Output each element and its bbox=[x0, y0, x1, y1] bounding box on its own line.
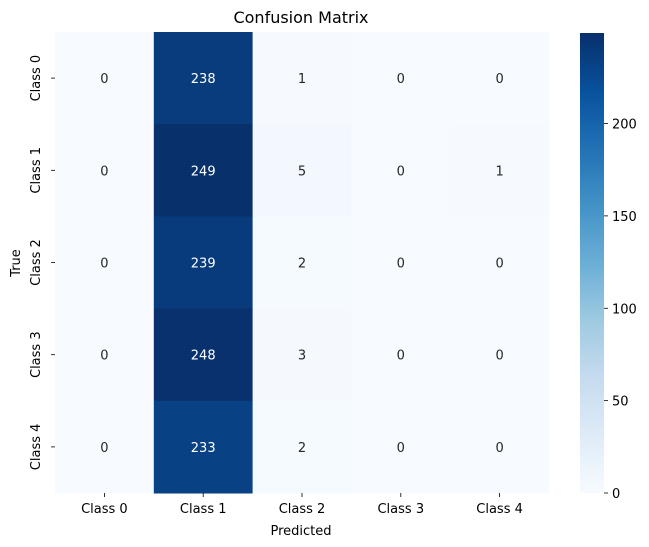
colorbar-ticks: 0 50 100 150 200 bbox=[604, 118, 637, 502]
y-tick-label: Class 2 bbox=[29, 239, 44, 286]
heatmap-cell bbox=[55, 400, 155, 494]
cell-value-label: 0 bbox=[100, 441, 108, 456]
cell-value-label: 0 bbox=[397, 164, 405, 179]
y-tick-label: Class 0 bbox=[29, 55, 44, 102]
heatmap-cell bbox=[450, 124, 550, 217]
heatmap-cell bbox=[351, 124, 451, 217]
heatmap-cell bbox=[55, 308, 155, 402]
x-tick-label: Class 1 bbox=[180, 502, 227, 517]
cell-value-label: 233 bbox=[191, 441, 216, 456]
cell-value-label: 3 bbox=[298, 349, 306, 364]
cell-value-label: 239 bbox=[191, 257, 216, 272]
colorbar bbox=[580, 33, 604, 493]
heatmap-cell bbox=[351, 32, 451, 125]
heatmap-cell bbox=[55, 124, 155, 217]
heatmap-cell bbox=[450, 216, 550, 310]
y-axis-ticks: Class 0 Class 1 Class 2 Class 3 Class 4 bbox=[29, 55, 55, 470]
heatmap-cell bbox=[153, 308, 254, 402]
colorbar-tick-label: 50 bbox=[612, 395, 629, 410]
x-tick-label: Class 2 bbox=[279, 502, 326, 517]
cell-value-label: 0 bbox=[100, 257, 108, 272]
cell-value-label: 0 bbox=[397, 257, 405, 272]
y-tick-label: Class 1 bbox=[29, 147, 44, 194]
y-axis-label: True bbox=[9, 249, 24, 278]
heatmap-cell bbox=[252, 216, 352, 310]
cell-value-label: 0 bbox=[100, 164, 108, 179]
colorbar-tick-label: 150 bbox=[612, 210, 637, 225]
heatmap-cell bbox=[252, 124, 352, 217]
heatmap-cell bbox=[450, 308, 550, 402]
heatmap-cell bbox=[351, 400, 451, 494]
cell-value-label: 0 bbox=[397, 72, 405, 87]
heatmap-cell bbox=[153, 124, 254, 217]
heatmap-cell bbox=[153, 32, 254, 125]
x-tick-label: Class 0 bbox=[81, 502, 128, 517]
heatmap-cell bbox=[450, 400, 550, 494]
heatmap-cell bbox=[252, 400, 352, 494]
chart-title: Confusion Matrix bbox=[233, 8, 368, 27]
cell-value-label: 0 bbox=[100, 349, 108, 364]
y-tick-label: Class 3 bbox=[29, 331, 44, 378]
cell-value-label: 0 bbox=[495, 257, 503, 272]
cell-value-label: 238 bbox=[191, 72, 216, 87]
heatmap-cell bbox=[252, 308, 352, 402]
cell-value-label: 0 bbox=[495, 72, 503, 87]
x-tick-label: Class 3 bbox=[377, 502, 424, 517]
colorbar-tick-label: 0 bbox=[612, 487, 620, 502]
heatmap-cell bbox=[450, 32, 550, 125]
cell-value-label: 2 bbox=[298, 441, 306, 456]
x-axis-label: Predicted bbox=[270, 524, 331, 539]
colorbar-tick-label: 200 bbox=[612, 118, 637, 133]
heatmap-cell bbox=[252, 32, 352, 125]
heatmap-cell bbox=[153, 400, 254, 494]
cell-value-label: 0 bbox=[100, 72, 108, 87]
heatmap-cells: 0 238 1 0 0 0 249 5 0 1 0 239 2 0 0 0 248 3 0 0 0 233 2 0 0 bbox=[55, 32, 550, 494]
cell-value-label: 0 bbox=[495, 441, 503, 456]
heatmap-cell bbox=[55, 216, 155, 310]
cell-value-label: 2 bbox=[298, 257, 306, 272]
cell-value-label: 0 bbox=[495, 349, 503, 364]
heatmap-cell bbox=[351, 308, 451, 402]
cell-value-label: 0 bbox=[397, 349, 405, 364]
heatmap-cell bbox=[55, 32, 155, 125]
cell-value-label: 249 bbox=[191, 164, 216, 179]
cell-value-label: 0 bbox=[397, 441, 405, 456]
cell-value-label: 1 bbox=[298, 72, 306, 87]
x-axis-ticks: Class 0 Class 1 Class 2 Class 3 Class 4 bbox=[81, 493, 523, 517]
colorbar-tick-label: 100 bbox=[612, 302, 637, 317]
x-tick-label: Class 4 bbox=[476, 502, 523, 517]
cell-value-label: 5 bbox=[298, 164, 306, 179]
cell-value-label: 248 bbox=[191, 349, 216, 364]
heatmap-cell bbox=[153, 216, 254, 310]
cell-value-label: 1 bbox=[495, 164, 503, 179]
heatmap-cell bbox=[351, 216, 451, 310]
y-tick-label: Class 4 bbox=[29, 424, 44, 471]
